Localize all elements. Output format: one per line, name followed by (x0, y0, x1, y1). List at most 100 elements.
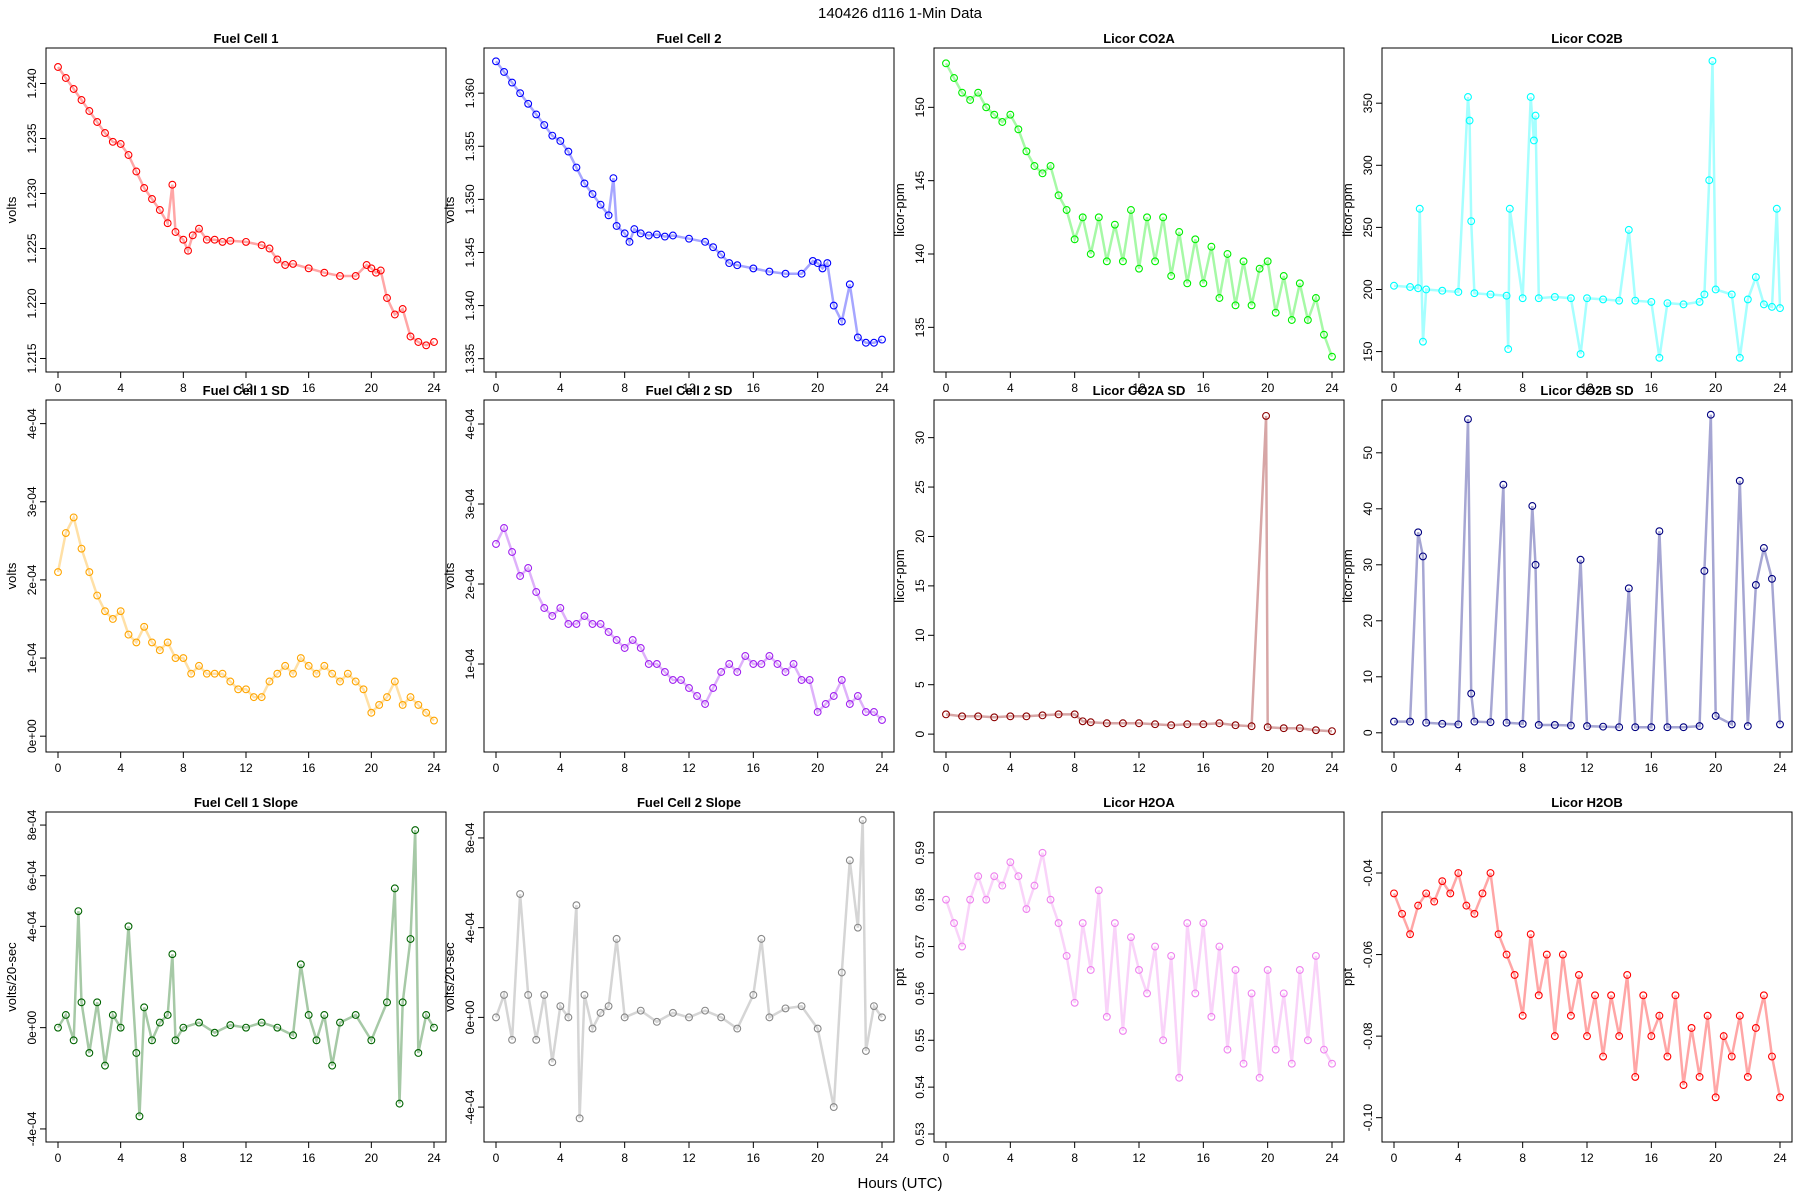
data-point (580, 612, 589, 620)
data-point (1663, 1052, 1672, 1061)
data-point (1711, 712, 1720, 720)
data-point (1390, 281, 1398, 290)
data-point (1504, 345, 1513, 354)
x-tick-label: 0 (55, 381, 62, 395)
y-tick-label: 30 (1361, 558, 1375, 572)
data-point (77, 96, 86, 104)
data-point (289, 259, 297, 268)
data-point (85, 1049, 94, 1057)
data-point (1735, 476, 1744, 485)
data-point (1167, 272, 1176, 280)
data-point (1470, 289, 1479, 298)
data-point (1262, 411, 1271, 420)
data-point (54, 1023, 62, 1032)
data-points (492, 57, 886, 347)
panel-4: Licor CO2B licor-ppm 0 4 8 12 16 20 24 150 200 250 3… (1340, 31, 1793, 395)
data-point (685, 234, 693, 243)
data-point (1422, 718, 1431, 727)
data-point (652, 230, 661, 239)
data-point (966, 895, 975, 904)
data-point (717, 250, 726, 259)
data-point (155, 206, 164, 214)
data-point (1414, 528, 1423, 537)
x-tick-label: 12 (682, 761, 696, 775)
data-point (304, 1011, 313, 1019)
data-point (540, 990, 549, 999)
data-point (195, 224, 203, 233)
data-point (1494, 930, 1503, 939)
x-tick-label: 24 (1325, 1151, 1339, 1165)
data-point (54, 63, 62, 71)
data-point (757, 660, 766, 668)
data-point (195, 1018, 203, 1027)
data-point (829, 1103, 838, 1112)
x-tick-label: 4 (117, 381, 124, 395)
data-point (1303, 316, 1312, 324)
data-point (1247, 722, 1256, 731)
y-axis-label: volts (4, 562, 19, 589)
y-tick-label: 0 (1361, 729, 1375, 736)
data-point (234, 685, 243, 694)
x-tick-label: 0 (943, 381, 950, 395)
x-tick-label: 8 (621, 761, 628, 775)
x-tick-label: 24 (427, 381, 441, 395)
data-point (492, 1013, 500, 1022)
data-point (1695, 722, 1704, 731)
data-point (588, 190, 597, 199)
y-tick-label: 10 (1361, 670, 1375, 684)
x-tick-label: 16 (1197, 1151, 1211, 1165)
data-point (1223, 250, 1232, 258)
y-tick-label: -0.08 (1361, 1022, 1375, 1050)
data-point (858, 816, 867, 824)
plot-frame (483, 47, 895, 373)
x-tick-label: 12 (1580, 1151, 1594, 1165)
data-point (620, 229, 629, 238)
data-point (168, 950, 177, 959)
data-point (1054, 710, 1063, 719)
x-tick-label: 24 (1773, 1151, 1787, 1165)
data-point (1151, 257, 1160, 266)
data-point (717, 1013, 726, 1022)
data-point (1030, 881, 1039, 890)
data-point (516, 89, 525, 98)
y-tick-label: 1e-04 (463, 648, 477, 679)
x-tick-label: 8 (621, 381, 628, 395)
data-point (1247, 301, 1256, 310)
data-point (1454, 288, 1463, 296)
data-point (958, 712, 967, 721)
data-point (77, 544, 86, 553)
data-point (140, 184, 149, 192)
data-point (1526, 930, 1535, 939)
data-point (1127, 933, 1135, 942)
x-tick-label: 16 (302, 381, 316, 395)
data-points (54, 826, 438, 1121)
data-point (1223, 1045, 1232, 1054)
data-point (1094, 213, 1103, 222)
y-tick-label: 0.59 (913, 841, 927, 865)
data-point (1438, 286, 1447, 295)
data-point (351, 1011, 360, 1019)
x-tick-label: 8 (1519, 761, 1526, 775)
data-point (1406, 283, 1415, 291)
data-point (1631, 296, 1640, 305)
data-point (1078, 213, 1087, 222)
data-point (312, 669, 321, 678)
data-point (1215, 294, 1224, 302)
data-point (1518, 719, 1527, 728)
y-tick-label: 8e-04 (463, 822, 477, 853)
x-tick-label: 24 (427, 761, 441, 775)
data-point (1566, 721, 1575, 730)
data-point (171, 228, 180, 236)
data-point (1591, 991, 1599, 1000)
data-point (1454, 720, 1463, 729)
data-point (257, 1018, 266, 1027)
y-tick-label: -4e-04 (463, 1089, 477, 1124)
data-point (1390, 717, 1398, 726)
x-tick-label: 0 (943, 761, 950, 775)
data-point (1143, 989, 1151, 998)
data-point (668, 676, 677, 684)
data-point (1118, 719, 1127, 728)
data-point (430, 716, 438, 725)
data-point (580, 179, 589, 188)
data-point (1510, 971, 1519, 979)
